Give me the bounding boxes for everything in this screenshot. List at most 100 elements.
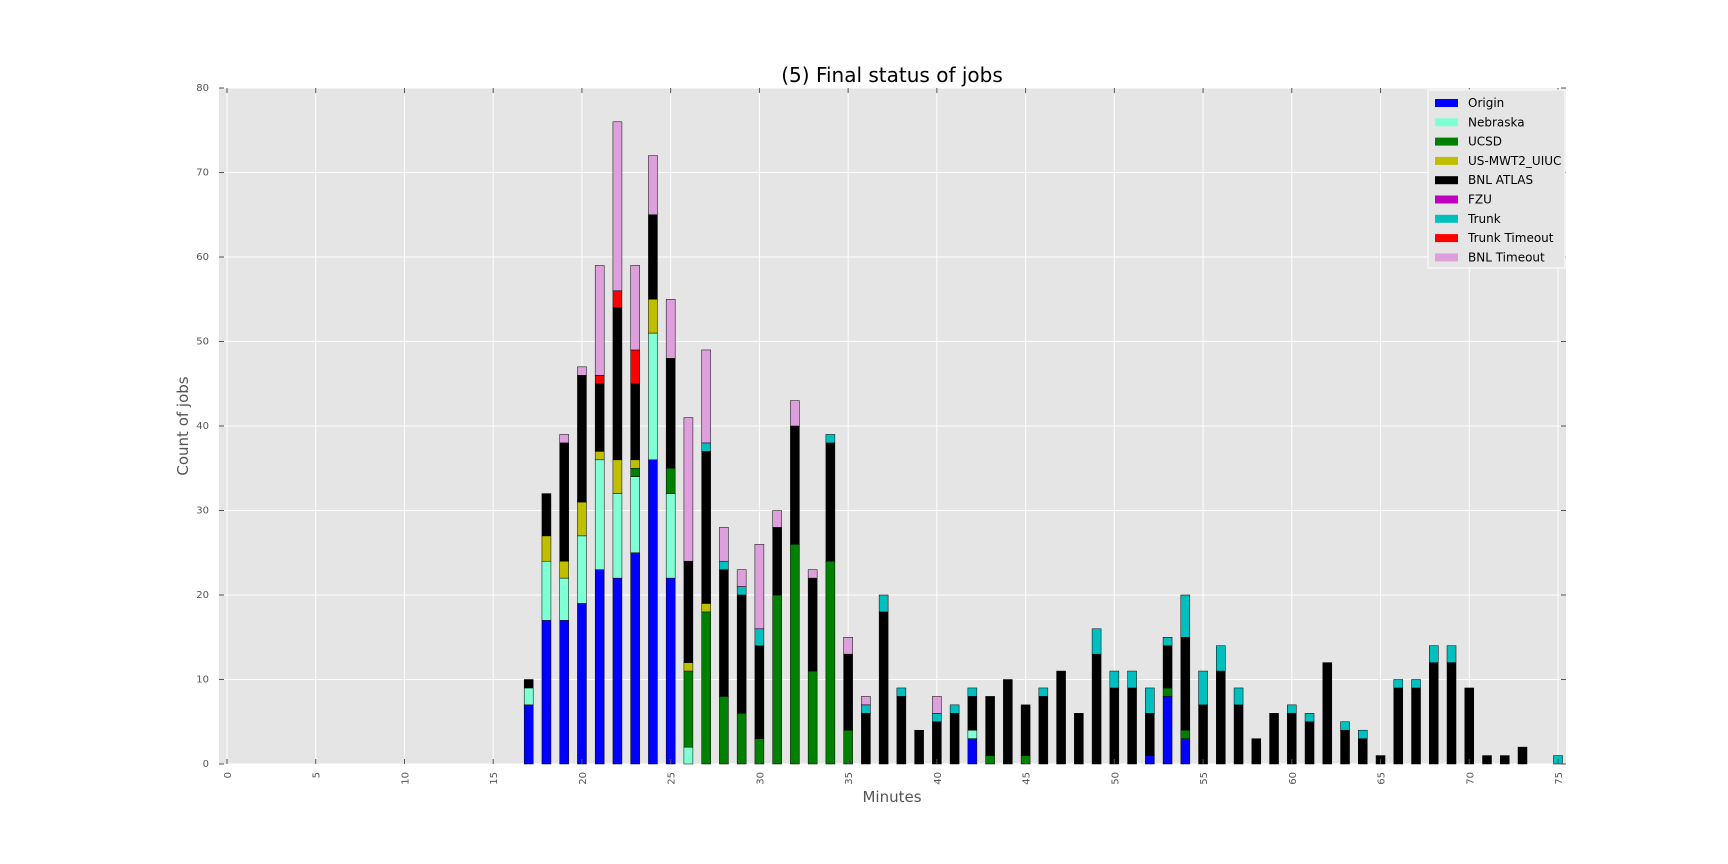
legend-swatch	[1435, 234, 1458, 243]
bar-segment	[1464, 687, 1475, 765]
bar-segment	[878, 594, 889, 613]
bar-segment	[1180, 738, 1191, 765]
bar-segment	[754, 645, 765, 739]
bar-segment	[594, 451, 605, 461]
bar-segment	[665, 493, 676, 579]
legend-entry: UCSD	[1468, 135, 1502, 149]
bar-segment	[967, 687, 978, 697]
legend-swatch	[1435, 156, 1458, 165]
bar-segment	[1340, 729, 1350, 765]
y-tick-label: 80	[196, 83, 209, 94]
legend-entry: US-MWT2_UIUC	[1468, 154, 1561, 168]
bar-segment	[701, 451, 711, 604]
bar-segment	[1198, 704, 1208, 765]
legend-entry: FZU	[1468, 193, 1492, 207]
x-axis-title: Minutes	[862, 788, 921, 806]
bar-segment	[701, 611, 711, 765]
bar-segment	[1109, 687, 1120, 765]
bar-segment	[1429, 645, 1439, 663]
bar-segment	[559, 577, 569, 621]
grid-lines	[219, 87, 1566, 765]
bar-segment	[683, 670, 694, 748]
bar-segment	[1304, 713, 1315, 722]
bar-segment	[825, 560, 836, 765]
y-tick-label: 70	[196, 168, 209, 179]
bar-segment	[772, 527, 782, 596]
bar-segment	[1216, 670, 1226, 765]
bar-segment	[559, 442, 569, 562]
y-tick-label: 40	[196, 421, 209, 432]
bar-segment	[861, 704, 871, 714]
y-tick-label: 0	[203, 759, 209, 770]
bar-segment	[559, 620, 569, 765]
x-tick-label: 65	[1377, 772, 1388, 785]
x-tick-label: 25	[667, 772, 678, 785]
bar-segment	[630, 383, 640, 461]
bar-segment	[612, 459, 623, 494]
bar-segment	[719, 696, 729, 765]
bar-segment	[1322, 662, 1333, 765]
chart-title: (5) Final status of jobs	[781, 63, 1003, 87]
bar-segment	[665, 358, 676, 469]
bar-segment	[932, 696, 942, 714]
bar-segment	[683, 560, 694, 663]
bar-segment	[1233, 687, 1244, 706]
bars	[523, 121, 1563, 765]
bar-segment	[1287, 704, 1297, 714]
bar-segment	[612, 307, 623, 461]
bar-segment	[1003, 679, 1013, 765]
bar-segment	[559, 560, 569, 579]
bar-segment	[612, 121, 623, 292]
bar-segment	[1162, 687, 1173, 697]
bar-segment	[807, 670, 818, 765]
legend: Origin Nebraska UCSD US-MWT2_UIUC BNL ATLAS F…	[1427, 89, 1566, 269]
bar-segment	[541, 535, 552, 562]
bar-segment	[1162, 696, 1173, 765]
bar-segment	[1500, 755, 1510, 765]
bar-segment	[719, 560, 729, 570]
bar-segment	[541, 560, 552, 621]
bar-segment	[577, 535, 587, 604]
bar-segment	[843, 653, 853, 731]
bar-segment	[843, 729, 853, 765]
x-tick-label: 20	[578, 772, 589, 785]
bar-segment	[665, 468, 676, 494]
x-tick-label: 55	[1199, 772, 1210, 785]
y-tick-label: 10	[196, 675, 209, 686]
bar-segment	[1180, 594, 1191, 638]
bar-segment	[896, 696, 907, 765]
bar-segment	[523, 687, 534, 706]
bar-segment	[1180, 729, 1191, 739]
bar-segment	[1038, 696, 1049, 765]
y-tick-label: 60	[196, 252, 209, 263]
x-tick-label: 60	[1288, 772, 1299, 785]
x-tick-label: 75	[1554, 772, 1565, 785]
bar-segment	[594, 459, 605, 570]
bar-segment	[1446, 662, 1457, 765]
x-tick-label: 40	[933, 772, 944, 785]
bar-segment	[754, 628, 765, 646]
bar-segment	[1038, 687, 1049, 697]
bar-segment	[701, 603, 711, 613]
bar-segment	[736, 594, 747, 714]
bar-segment	[541, 493, 552, 537]
bar-segment	[630, 349, 640, 385]
bar-segment	[1056, 670, 1066, 765]
bar-segment	[967, 696, 978, 731]
bar-segment	[630, 265, 640, 351]
bar-segment	[630, 468, 640, 477]
bar-segment	[967, 738, 978, 765]
legend-entry: BNL Timeout	[1468, 250, 1545, 264]
x-tick-label: 10	[400, 772, 411, 785]
bar-segment	[1358, 729, 1368, 739]
bar-segment	[1145, 755, 1155, 765]
bar-segment	[861, 713, 871, 765]
bar-segment	[985, 755, 995, 765]
bar-segment	[594, 265, 605, 376]
x-tick-label: 45	[1022, 772, 1033, 785]
bar-segment	[577, 603, 587, 765]
bar-segment	[1304, 721, 1315, 765]
y-tick-label: 30	[196, 506, 209, 517]
bar-segment	[594, 383, 605, 452]
